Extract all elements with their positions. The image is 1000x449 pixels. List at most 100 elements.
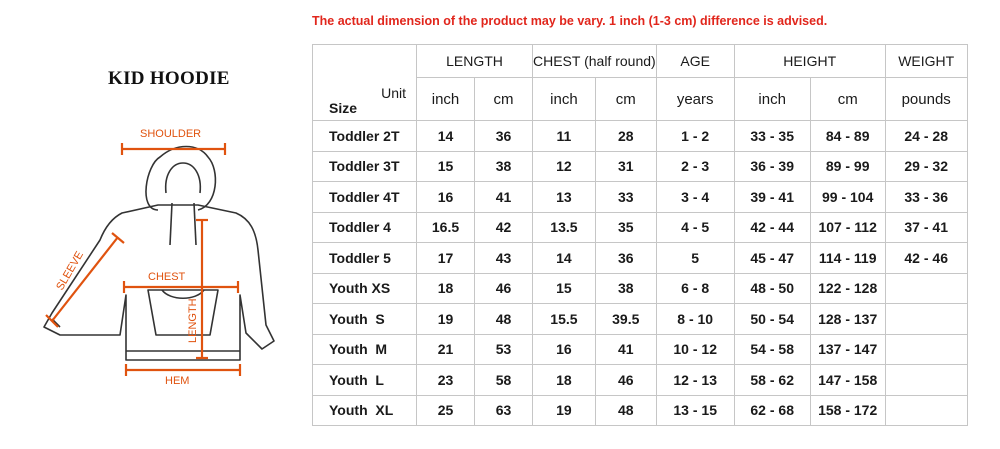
table-cell: 15 (532, 272, 596, 304)
length-label: LENGTH (187, 298, 199, 343)
table-row: Youth XL 25 63 19 48 13 - 15 62 - 68 158… (312, 394, 968, 426)
table-cell: 137 - 147 (809, 333, 886, 365)
group-header-length: LENGTH (416, 44, 533, 78)
table-cell: 53 (474, 333, 533, 365)
table-cell: 36 - 39 (733, 150, 811, 182)
unit-header: inch (733, 77, 811, 121)
table-cell: 48 - 50 (733, 272, 811, 304)
table-row: Youth XS 18 46 15 38 6 - 8 48 - 50 122 -… (312, 272, 968, 304)
group-header-chest: CHEST (half round) (532, 44, 657, 78)
unit-header: cm (809, 77, 886, 121)
table-cell: 99 - 104 (809, 181, 886, 213)
table-cell: 18 (532, 364, 596, 396)
table-cell: 84 - 89 (809, 120, 886, 152)
table-cell: 19 (416, 303, 475, 335)
shoulder-label: SHOULDER (140, 128, 201, 140)
table-cell: 48 (474, 303, 533, 335)
table-cell: 16.5 (416, 211, 475, 243)
table-cell: 37 - 41 (884, 211, 968, 243)
table-cell: 19 (532, 394, 596, 426)
table-cell: 14 (532, 242, 596, 274)
measure-lines (45, 143, 242, 376)
table-cell: 1 - 2 (655, 120, 735, 152)
size-label: Size (329, 100, 358, 116)
table-row: Youth M 21 53 16 41 10 - 12 54 - 58 137 … (312, 333, 968, 365)
table-cell: 63 (474, 394, 533, 426)
size-cell: Toddler 3T (312, 150, 417, 182)
size-cell: Toddler 4 (312, 211, 417, 243)
size-cell: Youth S (312, 303, 417, 335)
size-cell: Toddler 4T (312, 181, 417, 213)
size-cell: Toddler 5 (312, 242, 417, 274)
table-row: Youth S 19 48 15.5 39.5 8 - 10 50 - 54 1… (312, 303, 968, 335)
table-cell: 39 - 41 (733, 181, 811, 213)
table-cell: 43 (474, 242, 533, 274)
table-cell: 4 - 5 (655, 211, 735, 243)
table-cell: 24 - 28 (884, 120, 968, 152)
table-cell (884, 394, 968, 426)
table-cell: 36 (474, 120, 533, 152)
table-cell: 42 - 44 (733, 211, 811, 243)
table-cell: 33 - 35 (733, 120, 811, 152)
table-cell: 15.5 (532, 303, 596, 335)
table-cell: 31 (594, 150, 657, 182)
table-cell: 18 (416, 272, 475, 304)
table-cell: 128 - 137 (809, 303, 886, 335)
table-cell: 158 - 172 (809, 394, 886, 426)
table-cell: 29 - 32 (884, 150, 968, 182)
hoodie-outline (43, 145, 275, 361)
unit-header: inch (532, 77, 596, 121)
table-cell: 46 (594, 364, 657, 396)
page-title: KID HOODIE (108, 68, 230, 89)
table-cell: 147 - 158 (809, 364, 886, 396)
table-cell (884, 364, 968, 396)
table-row: Toddler 2T 14 36 11 28 1 - 2 33 - 35 84 … (312, 120, 968, 152)
hem-label: HEM (165, 375, 189, 387)
notice-text: The actual dimension of the product may … (312, 14, 828, 28)
size-cell: Youth L (312, 364, 417, 396)
table-row: Toddler 3T 15 38 12 31 2 - 3 36 - 39 89 … (312, 150, 968, 182)
unit-header: cm (594, 77, 657, 121)
table-cell: 11 (532, 120, 596, 152)
table-cell: 17 (416, 242, 475, 274)
table-cell: 13 (532, 181, 596, 213)
table-cell: 38 (474, 150, 533, 182)
unit-header: years (655, 77, 735, 121)
table-cell: 39.5 (594, 303, 657, 335)
table-cell (884, 333, 968, 365)
table-cell: 23 (416, 364, 475, 396)
size-chart-table: Unit Size LENGTH CHEST (half round) AGE … (312, 44, 968, 426)
size-cell: Youth XS (312, 272, 417, 304)
table-cell: 28 (594, 120, 657, 152)
table-cell: 89 - 99 (809, 150, 886, 182)
table-cell: 25 (416, 394, 475, 426)
table-cell: 5 (655, 242, 735, 274)
table-cell: 41 (474, 181, 533, 213)
table-row: Toddler 4 16.5 42 13.5 35 4 - 5 42 - 44 … (312, 211, 968, 243)
table-cell: 12 (532, 150, 596, 182)
table-cell: 107 - 112 (809, 211, 886, 243)
table-cell: 2 - 3 (655, 150, 735, 182)
table-cell: 10 - 12 (655, 333, 735, 365)
table-cell: 8 - 10 (655, 303, 735, 335)
table-cell: 122 - 128 (809, 272, 886, 304)
table-cell: 50 - 54 (733, 303, 811, 335)
unit-header: pounds (884, 77, 968, 121)
table-cell: 54 - 58 (733, 333, 811, 365)
table-cell: 62 - 68 (733, 394, 811, 426)
table-cell: 6 - 8 (655, 272, 735, 304)
table-cell: 41 (594, 333, 657, 365)
unit-size-header: Unit Size (312, 44, 417, 121)
table-cell: 15 (416, 150, 475, 182)
size-cell: Youth XL (312, 394, 417, 426)
table-cell: 46 (474, 272, 533, 304)
table-cell: 33 (594, 181, 657, 213)
table-cell: 33 - 36 (884, 181, 968, 213)
group-header-weight: WEIGHT (884, 44, 968, 78)
chest-label: CHEST (148, 271, 186, 283)
group-header-age: AGE (655, 44, 735, 78)
hoodie-diagram: SHOULDER SLEEVE CHEST LENGTH HEM (43, 128, 275, 387)
table-cell: 58 - 62 (733, 364, 811, 396)
table-cell: 13.5 (532, 211, 596, 243)
table-cell: 21 (416, 333, 475, 365)
